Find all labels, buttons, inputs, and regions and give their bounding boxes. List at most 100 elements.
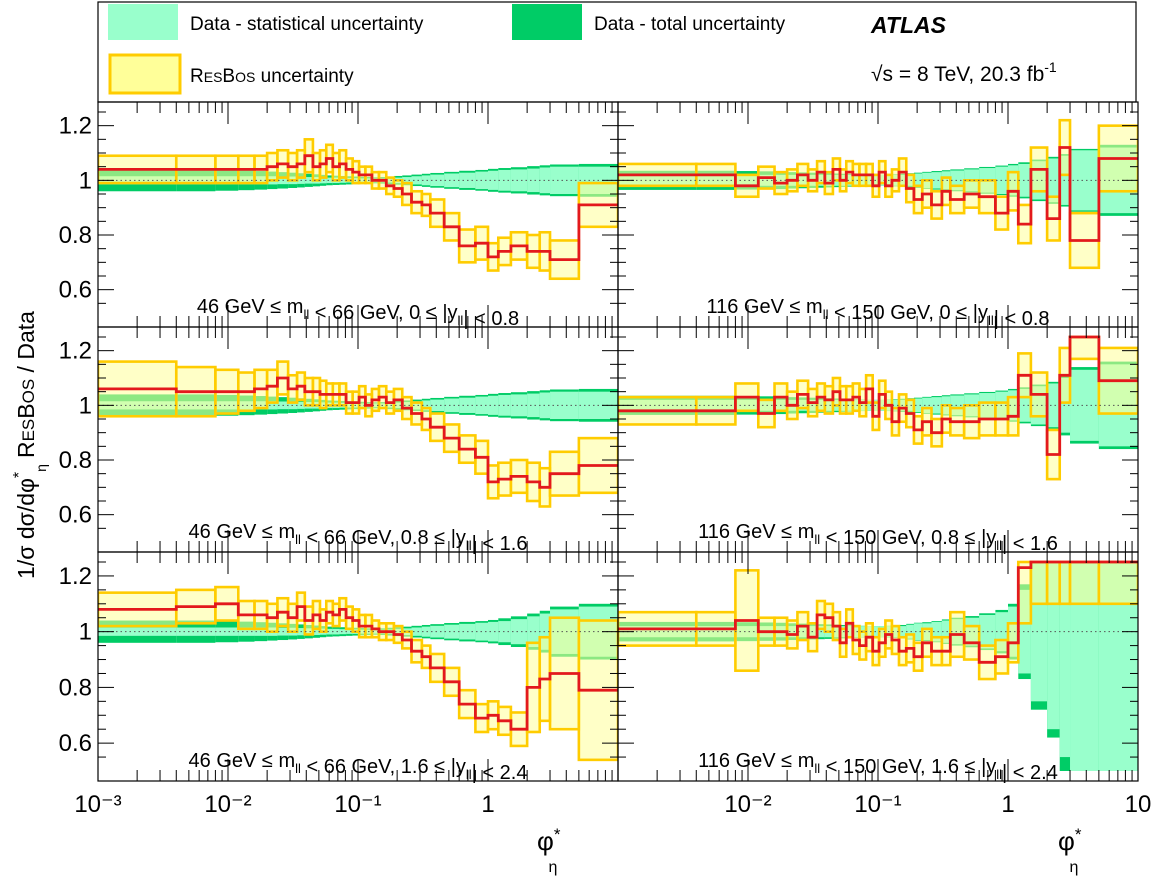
panel-label-var: y: [456, 756, 466, 778]
stat-uncertainty-bar: [941, 620, 951, 643]
ylabel-es: ES: [19, 419, 38, 442]
ylabel-r: R: [13, 441, 39, 458]
panel-label-var: m: [278, 521, 295, 543]
panel-label: 116 GeV ≤ mll < 150 GeV, 0 ≤ |yll| < 0.8: [706, 296, 1049, 330]
panel-label-text: 116 GeV ≤: [706, 296, 806, 318]
legend-resbos-es: ES: [204, 69, 223, 85]
y-tick-label: 0.6: [59, 502, 92, 529]
stat-uncertainty-bar: [498, 394, 511, 416]
panel-label-text: 46 GeV ≤: [189, 750, 279, 772]
panel-label: 46 GeV ≤ mll < 66 GeV, 0 ≤ |yll| < 0.8: [197, 296, 519, 330]
legend-frame: [97, 1, 1137, 103]
energy-text: = 8 TeV, 20.3 fb: [893, 63, 1044, 86]
panel-label-text: | < 2.4: [472, 762, 528, 784]
panel-3: 0.60.811.246 GeV ≤ mll < 66 GeV, 0.8 ≤ |…: [59, 326, 619, 555]
stat-uncertainty-bar: [312, 628, 320, 636]
x-tick-label: 10⁻²: [204, 791, 251, 818]
resbos-central-line: [98, 602, 618, 731]
stat-uncertainty-bar: [98, 627, 177, 636]
stat-uncertainty-bar: [527, 168, 540, 193]
panel-label-text: | < 1.6: [472, 533, 528, 555]
panel-label-text: < 150 GeV, 0 ≤ |: [829, 302, 978, 324]
stat-uncertainty-bar: [866, 399, 873, 411]
stat-uncertainty-bar: [326, 628, 333, 635]
y-tick-label: 1.2: [59, 113, 92, 140]
xlabel-right-eta: η: [1069, 859, 1078, 876]
panel-label-var: y: [448, 302, 458, 324]
stat-uncertainty-bar: [488, 170, 499, 190]
panel-label-sub: ll: [996, 538, 1002, 553]
panel-label-text: | < 1.6: [1002, 533, 1058, 555]
xlabel-left-eta: η: [548, 859, 557, 876]
x-axis-title-left: φ* η: [537, 825, 561, 876]
stat-uncertainty-bar: [510, 619, 528, 645]
stat-uncertainty-bar: [421, 626, 431, 637]
panel-label: 116 GeV ≤ mll < 150 GeV, 1.6 ≤ |yll| < 2…: [698, 750, 1058, 784]
resbos-uncertainty-box: [1029, 560, 1049, 606]
stat-uncertainty-bar: [550, 166, 579, 194]
panel-label-var: m: [278, 750, 295, 772]
y-tick-label: 0.8: [59, 447, 92, 474]
panel-plot-area: [98, 585, 618, 762]
panel-label-sub: ll: [295, 532, 301, 547]
stat-uncertainty-bar: [510, 394, 528, 417]
panel-label-sub: ll: [814, 761, 820, 776]
panel-label-text: < 66 GeV, 1.6 ≤ |: [301, 756, 456, 778]
stat-uncertainty-bar: [339, 629, 347, 635]
stat-uncertainty-bar: [411, 176, 422, 185]
stat-uncertainty-bar: [913, 398, 923, 413]
x-tick-label: 10⁻¹: [334, 791, 381, 818]
panel-label-text: < 150 GeV, 1.6 ≤ |: [820, 756, 986, 778]
resbos-central-line: [618, 335, 1138, 456]
stat-uncertainty-bar: [430, 174, 445, 187]
ylabel-left-sup: *: [11, 472, 28, 478]
legend: Data - statistical uncertainty Data - to…: [97, 1, 1137, 103]
panel-label-text: 46 GeV ≤: [197, 296, 287, 318]
panels: 0.6 0.8 1 1.2 46 GeV ≤ mll < 66 GeV, 0 ≤ |yl…: [59, 101, 1152, 818]
energy-exp: -1: [1044, 59, 1057, 75]
stat-uncertainty-bar: [550, 391, 579, 419]
panel-label-var: y: [456, 527, 466, 549]
energy-sqrt: √s: [871, 63, 893, 86]
resbos-uncertainty-box: [1058, 560, 1072, 606]
stat-uncertainty-bar: [510, 169, 528, 192]
x-axis-title-right: φ* η: [1058, 825, 1082, 876]
stat-uncertainty-bar: [527, 616, 540, 647]
resbos-uncertainty-box: [1068, 335, 1101, 361]
ylabel-b: B: [13, 403, 39, 418]
ylabel-os: OS: [19, 379, 38, 404]
energy-label: √s = 8 TeV, 20.3 fb-1: [871, 59, 1057, 86]
legend-label-total: Data - total uncertainty: [594, 14, 786, 35]
panel-label-var: m: [798, 521, 815, 543]
ylabel-rest: / Data: [13, 311, 39, 379]
panel-label-sub: ll: [814, 532, 820, 547]
y-tick-label: 1.2: [59, 563, 92, 590]
panel-plot-area: [98, 138, 618, 281]
y-tick-label: 0.6: [59, 277, 92, 304]
stat-uncertainty-bar: [444, 624, 460, 639]
stat-uncertainty-bar: [421, 400, 431, 411]
panel-label-sub: ll: [466, 767, 472, 782]
stat-uncertainty-bar: [913, 173, 923, 188]
resbos-central-line: [618, 560, 1138, 664]
stat-uncertainty-bar: [488, 395, 499, 415]
stat-uncertainty-bar: [1059, 562, 1071, 758]
stat-uncertainty-bar: [931, 172, 942, 189]
stat-uncertainty-bar: [913, 623, 923, 641]
stat-uncertainty-bar: [1018, 163, 1031, 197]
stat-uncertainty-bar: [215, 627, 239, 636]
stat-uncertainty-bar: [906, 624, 914, 639]
legend-label-stat: Data - statistical uncertainty: [190, 14, 424, 35]
panel-label-var: m: [806, 296, 823, 318]
panel-label: 116 GeV ≤ mll < 150 GeV, 0.8 ≤ |yll| < 1…: [698, 521, 1058, 555]
panel-label: 46 GeV ≤ mll < 66 GeV, 1.6 ≤ |yll| < 2.4: [189, 750, 528, 784]
stat-uncertainty-bar: [1047, 383, 1060, 428]
stat-uncertainty-bar: [430, 625, 445, 638]
x-tick-label: 10: [1125, 791, 1152, 818]
x-tick-label: 1: [1001, 791, 1014, 818]
stat-uncertainty-bar: [267, 401, 278, 410]
resbos-uncertainty-box: [1045, 560, 1062, 606]
stat-uncertainty-bar: [922, 397, 932, 413]
stat-uncertainty-bar: [430, 399, 445, 412]
